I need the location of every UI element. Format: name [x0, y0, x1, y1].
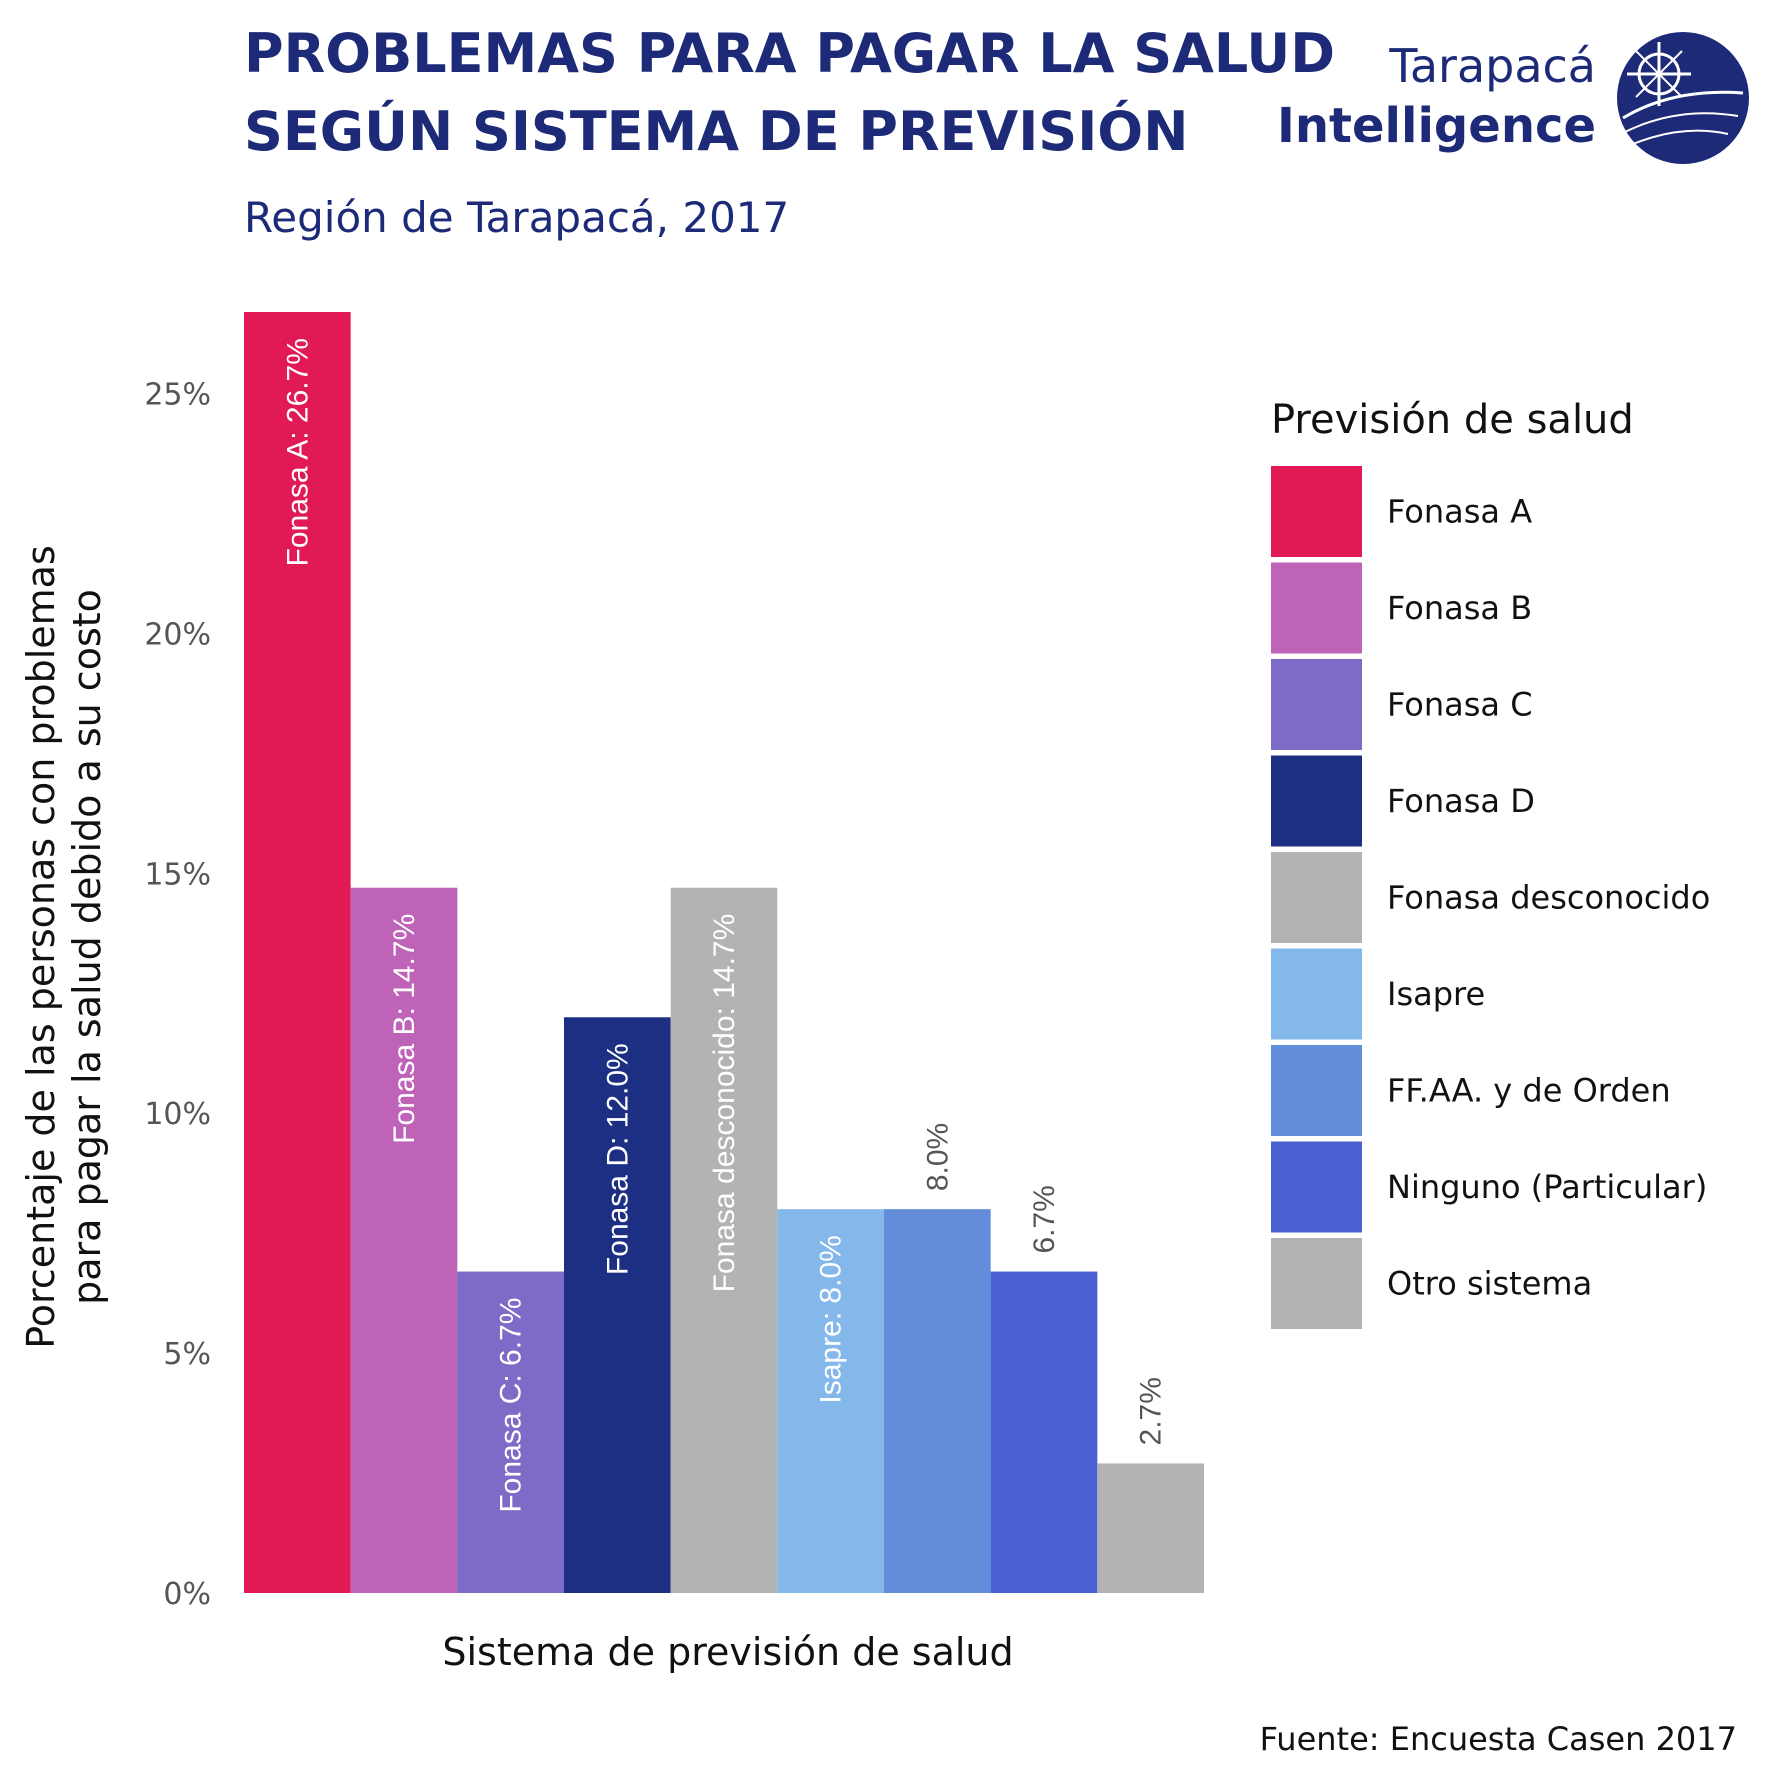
legend-label: Fonasa desconocido: [1387, 879, 1710, 917]
legend-swatch: [1271, 562, 1362, 654]
bar: [564, 1017, 671, 1593]
bar-data-label: Fonasa A: 26.7%: [281, 338, 314, 567]
y-axis-ticks: 0% 5% 10% 15% 20% 25%: [144, 378, 211, 1612]
bar: [1097, 1463, 1204, 1593]
logo-line1: Tarapacá: [1388, 39, 1596, 93]
bar-labels: Fonasa A: 26.7% Fonasa B: 14.7% Fonasa C: …: [281, 338, 1167, 1513]
logo: Tarapacá Intelligence: [1277, 32, 1749, 164]
legend-swatch: [1271, 852, 1362, 943]
bar-data-label: 8.0%: [921, 1123, 954, 1191]
legend-label: Fonasa B: [1387, 589, 1532, 627]
legend-title: Previsión de salud: [1271, 397, 1634, 443]
legend-label: Fonasa C: [1387, 686, 1533, 724]
legend-swatch: [1271, 659, 1362, 750]
chart-title-line1: PROBLEMAS PARA PAGAR LA SALUD: [244, 22, 1335, 85]
legend: Fonasa A Fonasa B Fonasa C Fonasa D Fonasa d…: [1271, 466, 1710, 1329]
bar: [990, 1271, 1098, 1593]
logo-line2: Intelligence: [1277, 98, 1596, 154]
y-tick-label: 0%: [163, 1577, 211, 1612]
legend-label: Otro sistema: [1387, 1265, 1592, 1303]
y-tick-label: 15%: [144, 857, 211, 892]
bar-data-label: Fonasa D: 12.0%: [601, 1043, 634, 1275]
legend-swatch: [1271, 1141, 1362, 1233]
bar-data-label: Fonasa C: 6.7%: [495, 1298, 528, 1513]
y-axis-title-line1: Porcentaje de las personas con problemas: [19, 545, 63, 1349]
legend-label: Fonasa D: [1387, 782, 1535, 820]
compass-globe-icon: [1617, 32, 1749, 164]
legend-label: Isapre: [1387, 975, 1485, 1013]
legend-label: Ninguno (Particular): [1387, 1168, 1707, 1206]
bar: [457, 1271, 564, 1593]
y-tick-label: 10%: [144, 1097, 211, 1132]
legend-label: Fonasa A: [1387, 493, 1532, 531]
y-axis-title-line2: para pagar la salud debido a su costo: [65, 589, 109, 1305]
legend-label: FF.AA. y de Orden: [1387, 1072, 1671, 1110]
legend-swatch: [1271, 948, 1362, 1040]
legend-swatch: [1271, 1238, 1362, 1329]
y-tick-label: 25%: [144, 378, 211, 413]
bar-data-label: Fonasa B: 14.7%: [388, 914, 421, 1144]
bars: [244, 312, 1204, 1593]
y-tick-label: 5%: [163, 1337, 211, 1372]
chart-subtitle: Región de Tarapacá, 2017: [244, 193, 789, 242]
legend-swatch: [1271, 466, 1362, 557]
bar-data-label: 6.7%: [1028, 1185, 1061, 1253]
chart-title-line2: SEGÚN SISTEMA DE PREVISIÓN: [244, 100, 1188, 163]
bar: [244, 312, 351, 1593]
bar: [884, 1209, 991, 1593]
bar: [777, 1209, 884, 1593]
bar: [350, 887, 458, 1593]
bar: [670, 887, 778, 1593]
bar-data-label: 2.7%: [1135, 1377, 1168, 1445]
bar-data-label: Isapre: 8.0%: [815, 1235, 848, 1403]
x-axis-title: Sistema de previsión de salud: [442, 1630, 1013, 1674]
y-tick-label: 20%: [144, 617, 211, 652]
y-axis-title: Porcentaje de las personas con problemas…: [19, 545, 109, 1349]
source-caption: Fuente: Encuesta Casen 2017: [1260, 1720, 1737, 1758]
bar-data-label: Fonasa desconocido: 14.7%: [708, 914, 741, 1293]
legend-swatch: [1271, 755, 1362, 847]
legend-swatch: [1271, 1045, 1362, 1136]
